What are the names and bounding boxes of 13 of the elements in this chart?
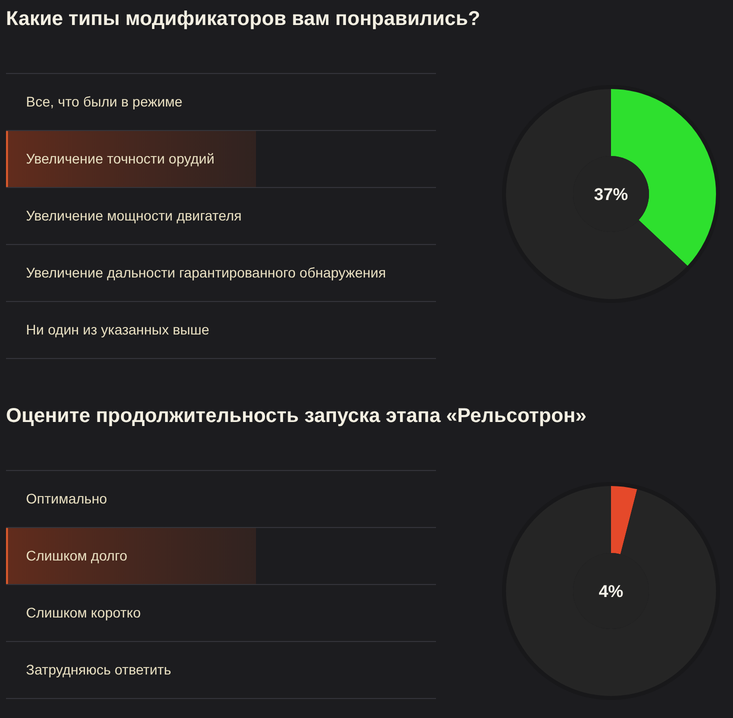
text: Ни один из указанных выше	[26, 322, 210, 338]
text: Все, что были в режиме	[26, 94, 183, 110]
text: 4%	[598, 582, 624, 601]
text: Какие типы модификаторов вам понравились?	[6, 8, 480, 30]
text: Увеличение мощности двигателя	[26, 208, 242, 224]
text: Оптимально	[26, 490, 108, 506]
text: Оцените продолжительность запуска этапа «Рельсотрон»	[6, 405, 587, 427]
text: Увеличение дальности гарантированного обнаружения	[26, 264, 386, 280]
text: Затрудняюсь ответить	[26, 662, 172, 678]
text: Увеличение точности орудий	[26, 150, 214, 166]
text: Слишком коротко	[26, 604, 141, 620]
text: Слишком долго	[26, 548, 128, 564]
text: 37%	[594, 185, 628, 204]
